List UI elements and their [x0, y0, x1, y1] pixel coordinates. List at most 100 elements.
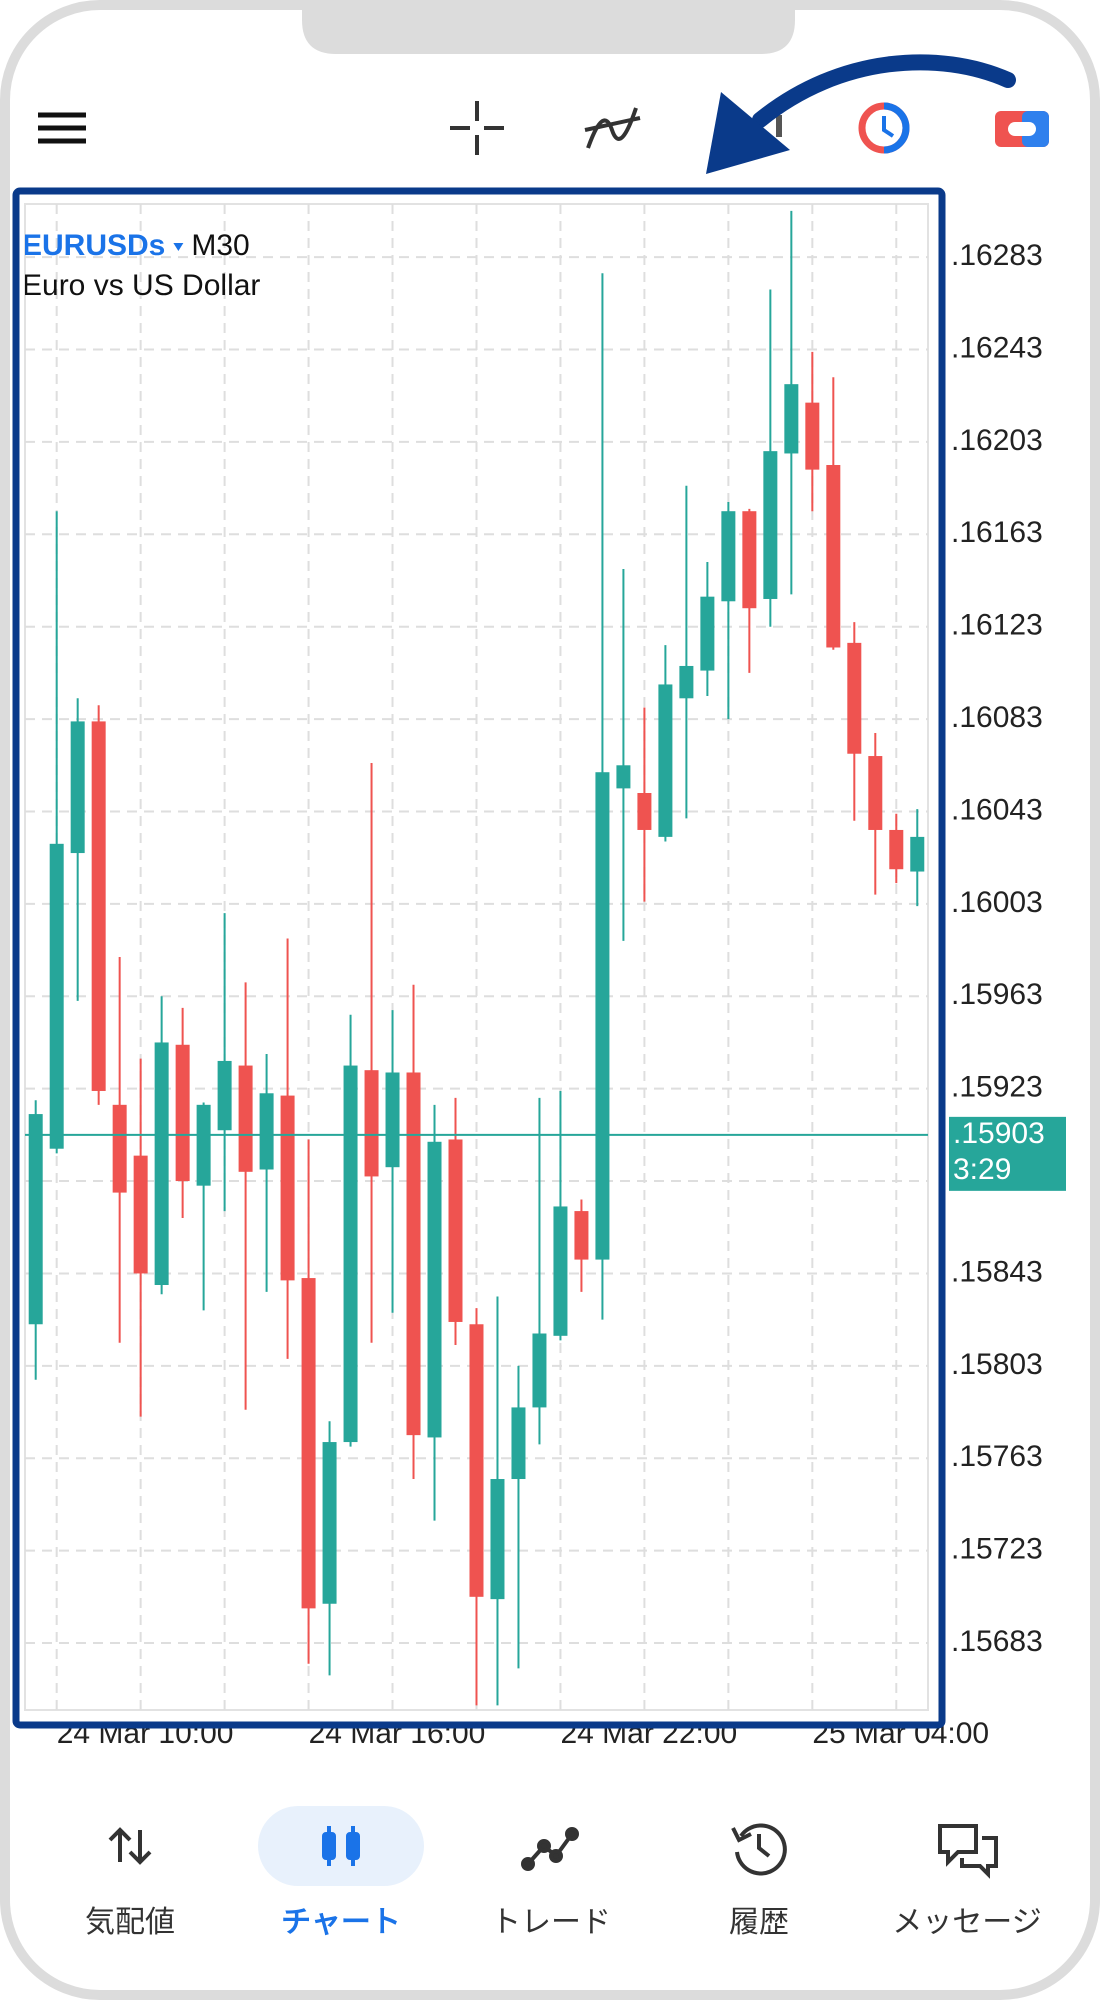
candle-body	[364, 1070, 379, 1177]
timeframe: M30	[191, 229, 249, 262]
candle-body	[91, 721, 106, 1091]
y-tick-label: .16163	[951, 516, 1043, 549]
y-tick-label: .15683	[951, 1625, 1043, 1658]
chart-icon[interactable]	[322, 1826, 360, 1866]
candle-body	[805, 402, 820, 470]
candle-body	[70, 721, 85, 854]
quotes-icon[interactable]	[108, 1827, 152, 1865]
nav-label[interactable]: 履歴	[729, 1906, 789, 1939]
symbol-description: Euro vs US Dollar	[22, 269, 260, 302]
history-icon[interactable]	[731, 1823, 787, 1876]
candle-body	[154, 1042, 169, 1285]
y-tick-label: .16083	[951, 701, 1043, 734]
candle-body	[259, 1093, 274, 1170]
candle-body	[406, 1072, 421, 1436]
callout-arrowhead	[706, 92, 790, 174]
candle-body	[196, 1104, 211, 1186]
timeframe-button[interactable]	[858, 102, 910, 154]
candle-body	[763, 451, 778, 599]
symbol-caret	[173, 243, 184, 251]
messages-icon[interactable]	[938, 1824, 998, 1879]
candle-body	[469, 1324, 484, 1597]
indicator-button[interactable]	[584, 107, 641, 149]
candle-body	[889, 829, 904, 870]
y-tick-label: .15763	[951, 1440, 1043, 1473]
candle-body	[532, 1333, 547, 1408]
indicator-icon	[584, 116, 641, 132]
y-tick-label: .15803	[951, 1348, 1043, 1381]
candle-body	[133, 1155, 148, 1274]
hidden-icon[interactable]	[776, 115, 782, 137]
price-tag-value: .15903	[953, 1117, 1045, 1150]
y-tick-label: .16123	[951, 609, 1043, 642]
candle-body	[679, 665, 694, 699]
nav-label[interactable]: チャート	[281, 1906, 401, 1939]
candle-body	[49, 843, 64, 1149]
nav-label[interactable]: 気配値	[85, 1906, 175, 1939]
candle-body	[385, 1072, 400, 1168]
nav-label[interactable]: メッセージ	[892, 1906, 1041, 1939]
candle-body	[616, 765, 631, 789]
trade-glyph	[521, 1857, 535, 1871]
candle-body	[784, 384, 799, 454]
messages-glyph	[960, 1836, 998, 1879]
chart-glyph	[327, 1826, 355, 1866]
candle-body	[427, 1141, 442, 1438]
toggle-knob	[1008, 122, 1036, 136]
y-tick-label: .16043	[951, 793, 1043, 826]
history-glyph	[731, 1827, 752, 1843]
candle-body	[301, 1278, 316, 1609]
candle-body	[595, 772, 610, 1260]
history-glyph	[757, 1834, 771, 1858]
symbol-info[interactable]: EURUSDs M30 Euro vs US Dollar	[22, 229, 260, 302]
y-tick-label: .15923	[951, 1071, 1043, 1104]
y-tick-label: .16283	[951, 239, 1043, 272]
clock-hand	[882, 116, 895, 138]
candle-body	[700, 596, 715, 671]
bottom-nav	[108, 1823, 998, 1879]
y-tick-label: .15723	[951, 1533, 1043, 1566]
trade-glyph	[537, 1839, 551, 1853]
menu-button[interactable]	[38, 112, 86, 144]
candle-body	[28, 1114, 43, 1325]
history-glyph	[735, 1823, 787, 1876]
price-tag-countdown: 3:29	[953, 1153, 1011, 1186]
trade-glyph	[565, 1827, 579, 1841]
candle-body	[322, 1442, 337, 1604]
candle-body	[847, 642, 862, 754]
candle-body	[112, 1104, 127, 1193]
candle-body	[490, 1479, 505, 1600]
y-tick-label: .16003	[951, 886, 1043, 919]
trade-toggle-button[interactable]	[995, 111, 1049, 147]
y-tick-label: .15843	[951, 1255, 1043, 1288]
y-tick-label: .16203	[951, 424, 1043, 457]
plot-area	[25, 210, 928, 1706]
candle-body	[742, 511, 757, 609]
candle-body	[658, 684, 673, 837]
candle-body	[448, 1139, 463, 1322]
quotes-glyph	[108, 1827, 152, 1865]
candle-body	[553, 1206, 568, 1336]
active-tab-pill	[258, 1806, 424, 1886]
candle-body	[280, 1095, 295, 1281]
callout-arrow	[752, 54, 1016, 128]
price-tag	[949, 1116, 1066, 1191]
highlight-frame	[12, 187, 946, 1729]
symbol[interactable]: EURUSDs	[22, 229, 165, 262]
candle-body	[574, 1211, 589, 1260]
trade-glyph	[549, 1849, 563, 1863]
candle-body	[637, 793, 652, 830]
crosshair-button[interactable]	[450, 101, 504, 155]
candle-body	[238, 1065, 253, 1172]
trade-icon[interactable]	[521, 1827, 579, 1871]
candle-body	[343, 1065, 358, 1443]
trade-glyph	[526, 1832, 574, 1866]
candle-body	[217, 1060, 232, 1131]
nav-label[interactable]: トレード	[491, 1906, 611, 1939]
candle-body	[826, 465, 841, 648]
candle-body	[910, 836, 925, 872]
candle-body	[175, 1044, 190, 1182]
